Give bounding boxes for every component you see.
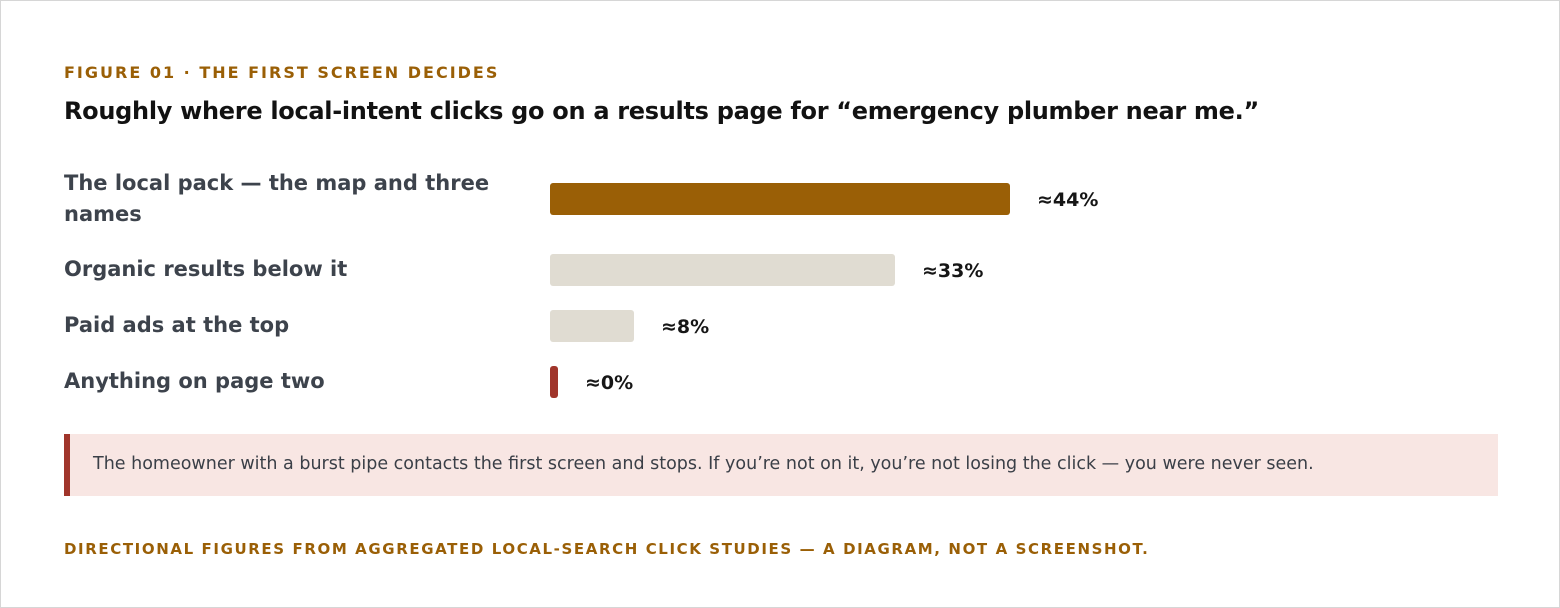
data-label: ≈44% [1037,189,1099,211]
chart-title: Roughly where local-intent clicks go on … [64,97,1259,125]
bar [550,310,634,342]
category-label: Anything on page two [64,369,325,393]
data-label: ≈0% [585,372,634,394]
bar [550,183,1010,215]
category-label: Organic results below it [64,257,348,281]
category-label: Paid ads at the top [64,313,290,337]
source-footnote: DIRECTIONAL FIGURES FROM AGGREGATED LOCA… [64,540,1150,558]
data-label: ≈8% [661,316,710,338]
data-label: ≈33% [922,260,984,282]
bar [550,366,558,398]
callout-text: The homeowner with a burst pipe contacts… [93,454,1314,474]
bar [550,254,895,286]
callout-box: The homeowner with a burst pipe contacts… [64,434,1498,496]
category-label: The local pack — the map and three names [64,171,490,226]
figure-eyebrow: FIGURE 01 · THE FIRST SCREEN DECIDES [64,63,500,82]
